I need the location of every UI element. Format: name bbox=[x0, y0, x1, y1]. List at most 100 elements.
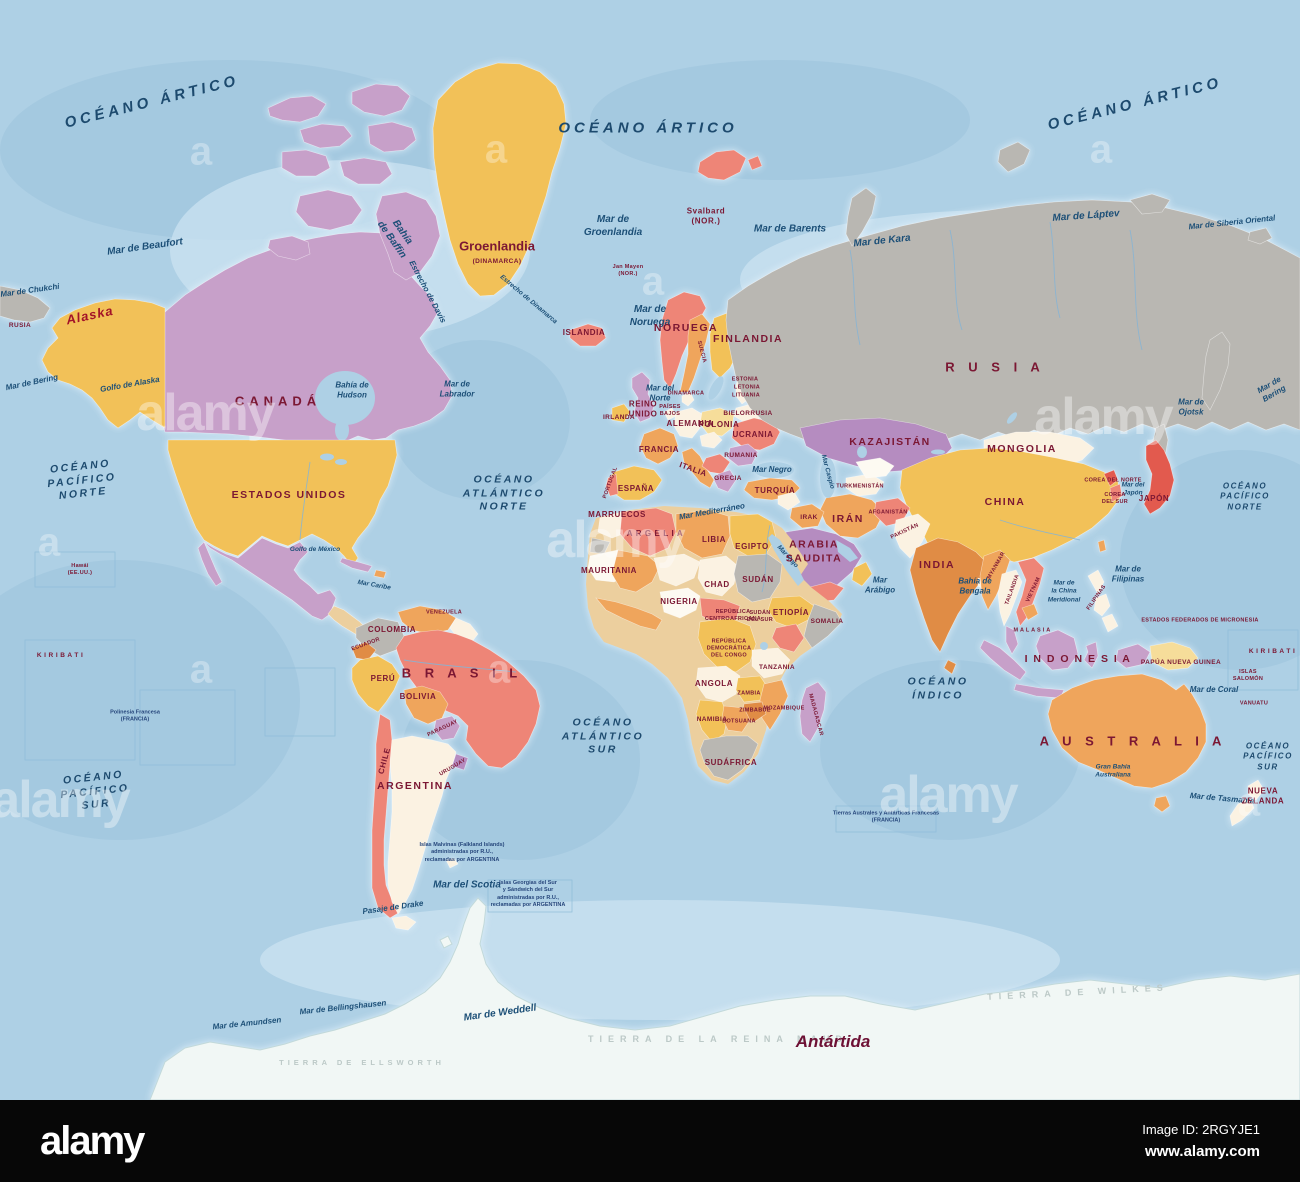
island-group-boxes bbox=[24, 551, 1299, 913]
black-sea bbox=[754, 462, 794, 478]
sri-lanka bbox=[943, 659, 957, 675]
country-germany bbox=[673, 407, 703, 439]
hudson-bay bbox=[315, 371, 375, 425]
tierra-del-fuego bbox=[391, 915, 417, 931]
country-iraq bbox=[789, 503, 825, 529]
country-myanmar bbox=[979, 549, 1011, 611]
country-peru bbox=[351, 655, 401, 713]
country-sweden bbox=[679, 313, 711, 393]
country-mali bbox=[611, 549, 661, 593]
malay-peninsula bbox=[1005, 625, 1019, 655]
country-usa bbox=[167, 439, 398, 567]
country-argentina bbox=[387, 735, 457, 915]
levant bbox=[777, 491, 801, 511]
country-russia bbox=[725, 199, 1300, 441]
landmass-oceania bbox=[979, 569, 1265, 827]
west-africa-coast bbox=[595, 597, 663, 631]
country-ukraine bbox=[731, 417, 781, 451]
lake-balkhash bbox=[931, 449, 945, 455]
island-baffin bbox=[375, 191, 441, 281]
country-turkmenistan bbox=[845, 473, 885, 497]
philippines bbox=[1087, 569, 1105, 595]
state-alaska bbox=[41, 298, 166, 429]
alamy-logo: alamy bbox=[40, 1118, 145, 1163]
country-nigeria bbox=[659, 587, 701, 619]
island-hispaniola bbox=[373, 569, 387, 579]
islas-malvinas bbox=[445, 857, 459, 869]
country-mexico bbox=[203, 537, 337, 621]
lake-victoria bbox=[760, 642, 768, 650]
rivers bbox=[299, 221, 1143, 673]
kamchatka bbox=[1201, 331, 1231, 411]
country-niger bbox=[653, 553, 701, 587]
country-ireland bbox=[611, 403, 631, 423]
country-greenland bbox=[432, 62, 567, 297]
country-thailand bbox=[997, 569, 1023, 627]
landmass-asia bbox=[777, 417, 1175, 675]
central-europe bbox=[699, 431, 723, 449]
borneo bbox=[1035, 629, 1079, 671]
sumatra bbox=[979, 639, 1027, 681]
baltic-sea bbox=[708, 376, 724, 400]
country-somalia bbox=[803, 603, 843, 649]
map-svg bbox=[0, 62, 1300, 1100]
landmass-north-america bbox=[0, 83, 453, 643]
country-romania bbox=[727, 443, 759, 467]
country-madagascar bbox=[799, 681, 827, 743]
country-japan bbox=[1143, 439, 1175, 515]
country-australia bbox=[1047, 673, 1207, 789]
country-greece bbox=[713, 469, 737, 493]
novaya-zemlya bbox=[845, 187, 877, 247]
country-ethiopia bbox=[767, 595, 815, 629]
country-india bbox=[909, 537, 989, 653]
country-car bbox=[699, 597, 741, 625]
benelux bbox=[663, 407, 677, 421]
map-canvas: OCÉANO ÁRTICO OCÉANO ÁRTICO OCÉANO ÁRTICO O… bbox=[0, 62, 1300, 1100]
landmass-antarctica bbox=[149, 897, 1300, 1100]
country-france bbox=[639, 427, 679, 465]
landmass-russia bbox=[725, 141, 1300, 481]
new-zealand-north bbox=[1247, 779, 1265, 801]
country-south-africa bbox=[699, 735, 759, 781]
country-iceland bbox=[569, 323, 607, 347]
lake-baikal bbox=[1006, 412, 1018, 424]
country-paraguay bbox=[433, 715, 461, 741]
island-cuba bbox=[339, 557, 373, 573]
landmasses bbox=[0, 62, 1300, 1100]
country-angola bbox=[695, 665, 741, 703]
country-norway bbox=[659, 291, 707, 389]
country-ecuador bbox=[351, 641, 377, 661]
landmass-south-america bbox=[351, 605, 541, 931]
great-lakes bbox=[320, 453, 334, 461]
country-bolivia bbox=[403, 685, 449, 725]
country-papua-new-guinea bbox=[1149, 641, 1199, 671]
country-uk bbox=[631, 371, 655, 423]
country-portugal bbox=[605, 473, 619, 497]
islands-svalbard bbox=[697, 149, 747, 181]
country-iran bbox=[819, 493, 885, 539]
country-italy bbox=[681, 447, 715, 489]
island-victoria bbox=[295, 189, 363, 231]
country-uzbekistan bbox=[855, 457, 895, 479]
country-botswana bbox=[721, 705, 751, 733]
country-dr-congo bbox=[697, 617, 757, 673]
west-new-guinea bbox=[1115, 643, 1151, 669]
sulawesi bbox=[1083, 641, 1099, 669]
russia-chukotka-tip bbox=[0, 285, 51, 323]
country-tanzania bbox=[751, 647, 791, 679]
new-zealand-south bbox=[1229, 797, 1255, 827]
country-cambodia bbox=[1021, 603, 1039, 621]
image-id-text: Image ID: 2RGYJE1 bbox=[1142, 1122, 1260, 1137]
red-sea bbox=[768, 534, 804, 586]
taiwan bbox=[1097, 539, 1107, 553]
country-algeria bbox=[619, 507, 677, 557]
south-korea bbox=[1109, 483, 1123, 503]
country-venezuela bbox=[397, 605, 457, 635]
country-denmark bbox=[681, 391, 695, 407]
country-libya bbox=[675, 509, 731, 559]
caspian-sea bbox=[820, 458, 836, 498]
persian-gulf bbox=[836, 540, 858, 562]
baja-california bbox=[197, 541, 223, 587]
antarctic-islands bbox=[439, 935, 453, 949]
